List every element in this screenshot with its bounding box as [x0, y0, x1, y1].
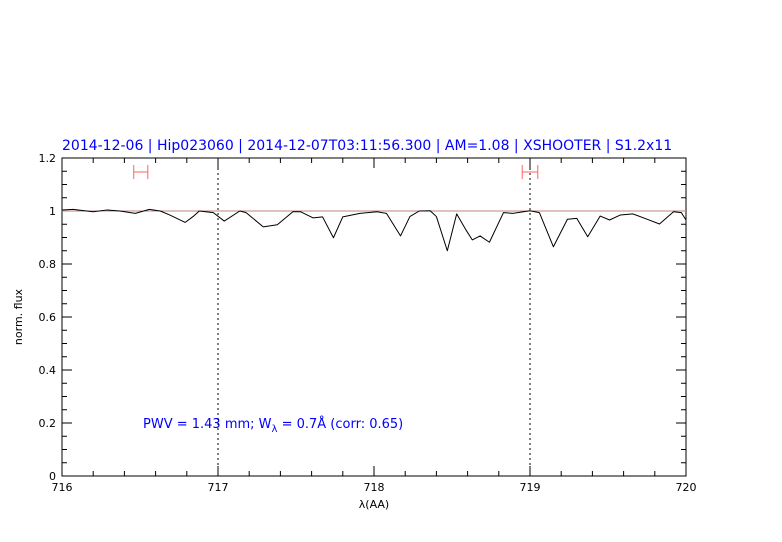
chart-title: 2014-12-06 | Hip023060 | 2014-12-07T03:1… [62, 138, 672, 154]
fit-range-marker [521, 165, 539, 179]
x-axis-label: λ(AA) [359, 498, 389, 511]
spectrum-line [61, 208, 687, 252]
pwv-annotation: PWV = 1.43 mm; Wλ = 0.7Å (corr: 0.65) [143, 416, 403, 435]
x-tick-label: 719 [520, 481, 541, 494]
y-tick-label: 0.6 [39, 311, 57, 324]
x-tick-label: 716 [52, 481, 73, 494]
y-tick-label: 0.4 [39, 364, 57, 377]
x-tick-label: 718 [364, 481, 385, 494]
y-tick-label: 1.2 [39, 152, 57, 165]
fit-range-marker [133, 165, 149, 179]
y-tick-label: 0.2 [39, 417, 57, 430]
y-tick-label: 0 [49, 470, 56, 483]
y-axis-label: norm. flux [12, 288, 25, 345]
x-tick-label: 717 [208, 481, 229, 494]
y-tick-label: 1 [49, 205, 56, 218]
y-tick-label: 0.8 [39, 258, 57, 271]
x-tick-label: 720 [676, 481, 697, 494]
